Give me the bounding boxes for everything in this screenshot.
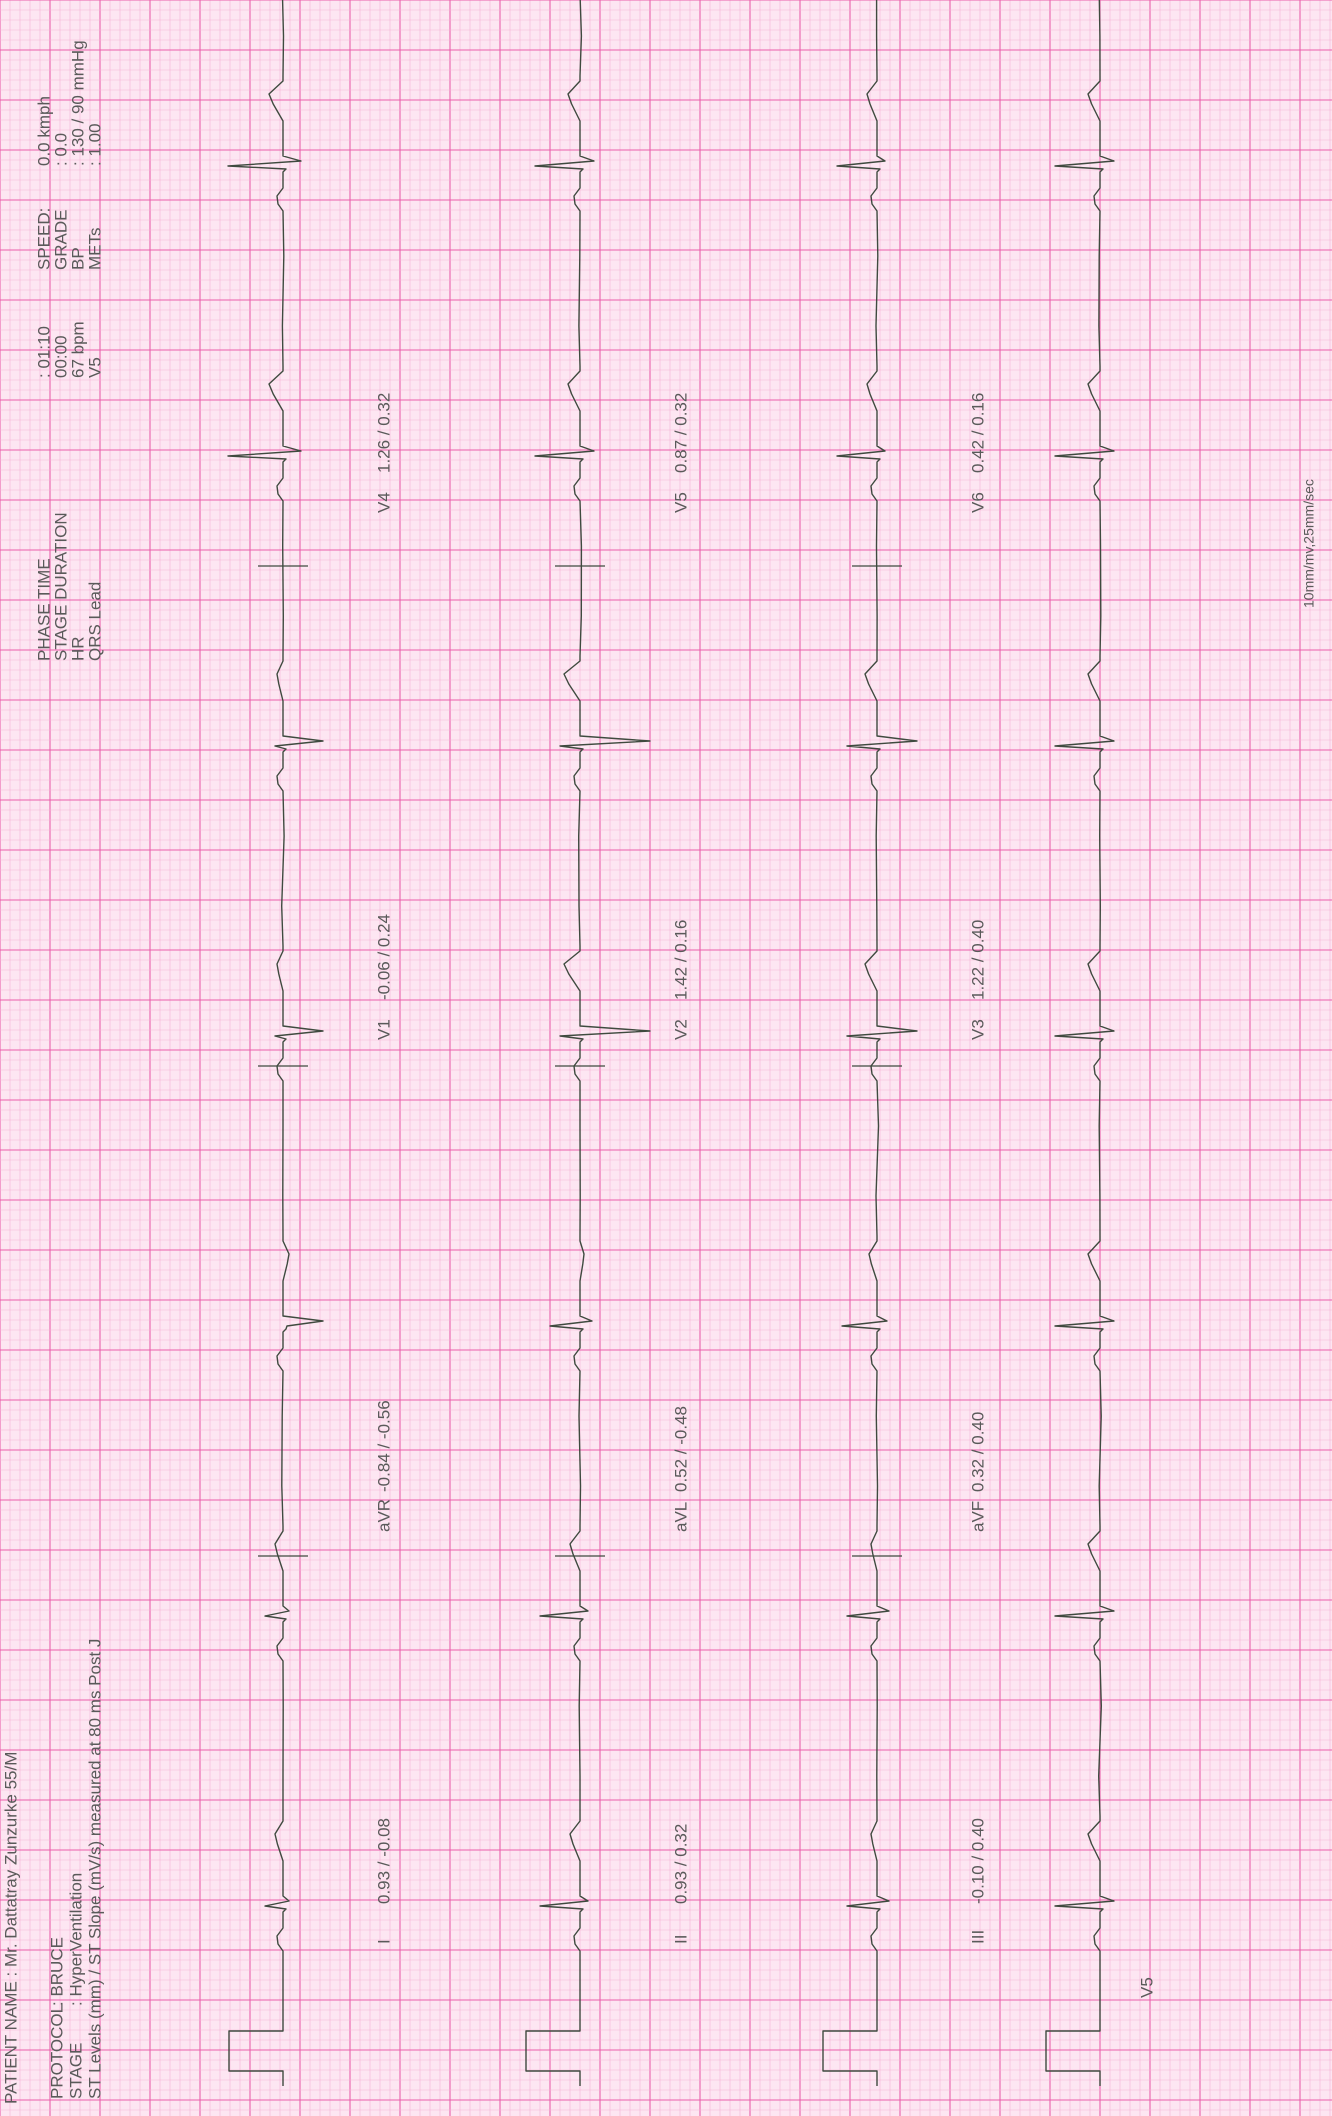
condition-value: : 130 / 90 mmHg: [68, 40, 87, 166]
status-label: HR: [68, 636, 87, 661]
lead-st: -0.06 / 0.24: [374, 914, 393, 1000]
lead-st: 1.42 / 0.16: [671, 920, 690, 1000]
patient-name: PATIENT NAME : Mr. Dattatray Zunzurke 55…: [1, 1752, 20, 2104]
ecg-trace: [227, 0, 324, 2086]
condition-label: BP: [68, 247, 87, 270]
status-value: 00:00: [51, 335, 70, 378]
lead-st: 0.52 / -0.48: [671, 1406, 690, 1492]
lead-name: II: [671, 1935, 690, 1944]
ecg-trace: [822, 0, 918, 2086]
status-label: STAGE DURATION: [51, 512, 70, 661]
ecg-trace: [525, 0, 651, 2086]
status-value: 67 bpm: [68, 321, 87, 378]
lead-st: 0.93 / 0.32: [671, 1824, 690, 1904]
lead-st: 1.22 / 0.40: [968, 920, 987, 1000]
condition-value: : 1.00: [85, 123, 104, 166]
status-label: PHASE TIME: [34, 558, 53, 661]
lead-st: 1.26 / 0.32: [374, 393, 393, 473]
lead-name: V6: [968, 492, 987, 513]
lead-name: III: [968, 1930, 987, 1944]
lead-st: 0.32 / 0.40: [968, 1412, 987, 1492]
lead-st: 0.87 / 0.32: [671, 393, 690, 473]
footer: 10mm/mv,25mm/sec: [1301, 479, 1317, 608]
field-value: : HyperVentilation: [66, 1873, 85, 2006]
status-value: V5: [85, 357, 104, 378]
lead-name: V1: [374, 1019, 393, 1040]
lead-name: V5: [671, 492, 690, 513]
status-label: QRS Lead: [85, 582, 104, 661]
lead-name: aVL: [671, 1502, 690, 1532]
st-note: ST Levels (mm) / ST Slope (mV/s) measure…: [85, 1639, 104, 2099]
condition-label: SPEED:: [34, 208, 53, 270]
lead-name: aVF: [968, 1501, 987, 1532]
condition-label: GRADE: [51, 210, 70, 270]
condition-value: : 0.0: [51, 133, 70, 166]
field-label: STAGE: [66, 2043, 85, 2099]
lead-st: 0.42 / 0.16: [968, 393, 987, 473]
rhythm-lead: V5: [1137, 1977, 1156, 1998]
condition-label: METs: [85, 228, 104, 271]
lead-st: -0.10 / 0.40: [968, 1818, 987, 1904]
status-value: : 01:10: [34, 326, 53, 378]
lead-name: V4: [374, 492, 393, 513]
lead-name: V3: [968, 1019, 987, 1040]
lead-name: I: [374, 1939, 393, 1944]
lead-st: -0.84 / -0.56: [374, 1400, 393, 1492]
rhythm-trace: [1045, 0, 1115, 2086]
field-value: : BRUCE: [47, 1937, 66, 2006]
lead-name: aVR: [374, 1499, 393, 1532]
field-label: PROTOCOL: [47, 2004, 66, 2099]
lead-name: V2: [671, 1019, 690, 1040]
lead-st: 0.93 / -0.08: [374, 1818, 393, 1904]
condition-value: 0.0 kmph: [34, 96, 53, 166]
